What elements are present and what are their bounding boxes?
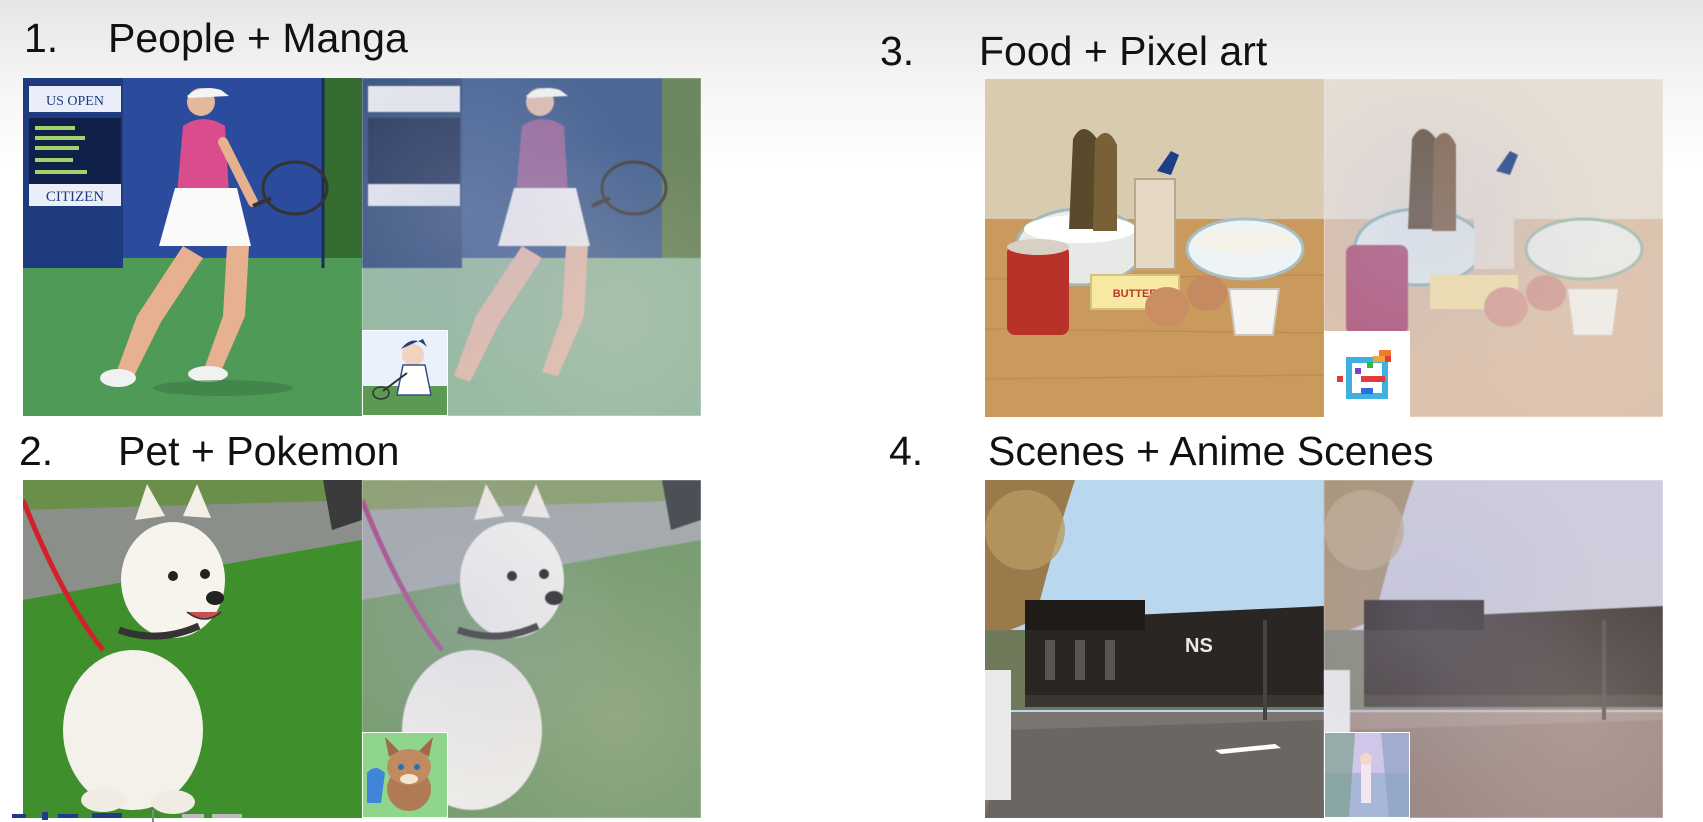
pokemon-style-reference xyxy=(362,732,448,818)
panel-1-number: 1. xyxy=(24,15,59,61)
citizen-banner-text: CITIZEN xyxy=(46,189,104,205)
train-photo: NS xyxy=(985,480,1324,818)
panel-1-images: US OPEN CITIZEN xyxy=(23,78,701,416)
train-logo-text: NS xyxy=(1185,635,1213,657)
partial-footer-mark xyxy=(12,810,242,822)
panel-3-number: 3. xyxy=(880,28,915,74)
baking-ingredients-photo: BUTTER xyxy=(985,79,1324,417)
tennis-player-stylized xyxy=(362,78,701,416)
panel-3-images: BUTTER xyxy=(985,79,1663,417)
panel-2-number: 2. xyxy=(19,428,54,474)
panel-2-title: Pet + Pokemon xyxy=(118,428,400,474)
panel-4-title: Scenes + Anime Scenes xyxy=(988,428,1434,474)
tennis-player-photo: US OPEN CITIZEN xyxy=(23,78,362,416)
us-open-banner-text: US OPEN xyxy=(46,94,104,109)
anime-scene-style-reference xyxy=(1324,732,1410,818)
panel-3-title: Food + Pixel art xyxy=(979,28,1268,74)
butter-label-text: BUTTER xyxy=(1113,288,1158,300)
manga-style-reference xyxy=(362,330,448,416)
pixel-art-style-reference xyxy=(1324,331,1410,417)
panel-4-images: NS xyxy=(985,480,1663,818)
panel-2-images xyxy=(23,480,701,818)
panel-1-title: People + Manga xyxy=(108,15,408,61)
panel-4-number: 4. xyxy=(889,428,924,474)
dog-photo xyxy=(23,480,362,818)
